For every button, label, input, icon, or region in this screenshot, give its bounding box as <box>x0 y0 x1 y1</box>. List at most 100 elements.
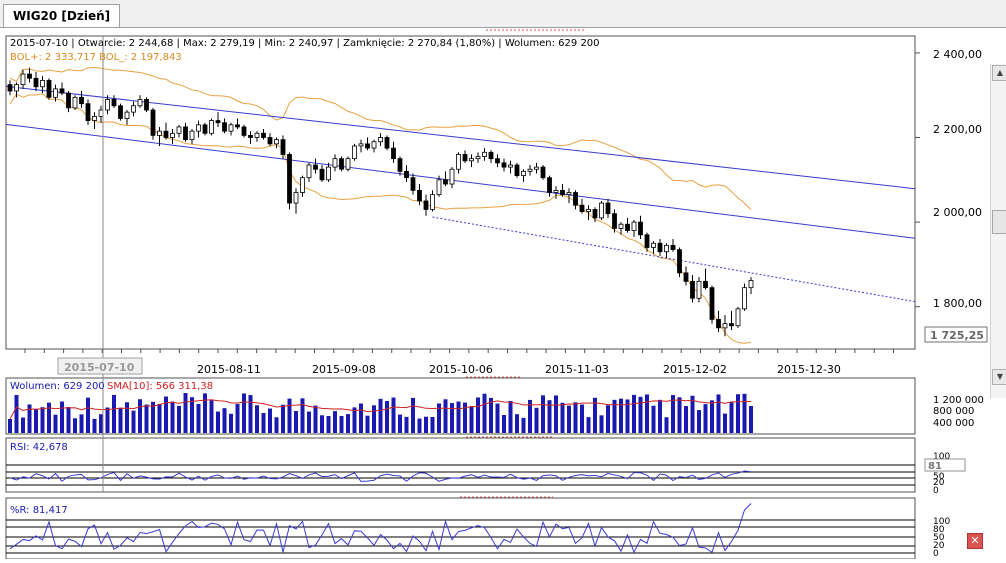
volume-bar <box>664 417 669 433</box>
wr-tick-label: 50 <box>933 533 945 543</box>
volume-bars <box>8 393 753 433</box>
volume-bar <box>92 418 97 433</box>
wr-panel[interactable] <box>5 497 916 560</box>
candle-up <box>352 145 357 160</box>
chevron-up-icon[interactable]: ▲ <box>992 65 1006 81</box>
candle-down <box>625 223 630 231</box>
candle-up <box>371 141 377 149</box>
candle-up <box>358 143 364 147</box>
candle-down <box>79 96 84 105</box>
volume-bar <box>372 405 376 433</box>
candle-down <box>605 202 611 215</box>
volume-bar <box>112 394 116 433</box>
candle-down <box>202 124 208 134</box>
candle-up <box>345 158 351 170</box>
candle-up <box>566 192 572 196</box>
volume-bar <box>632 394 636 433</box>
volume-bar <box>489 397 493 433</box>
volume-bar <box>677 397 682 433</box>
cursor-date-box <box>57 357 143 375</box>
candle-down <box>670 244 676 251</box>
volume-bar <box>313 405 318 433</box>
candle-down <box>488 151 494 160</box>
channel-lower-line <box>5 123 916 239</box>
candle-up <box>293 192 299 204</box>
candle-down <box>215 120 221 124</box>
volume-bar <box>729 402 734 433</box>
volume-bar <box>398 414 402 433</box>
volume-bar <box>437 403 441 433</box>
candle-up <box>196 124 201 132</box>
chevron-down-icon[interactable]: ▼ <box>992 369 1006 385</box>
bollinger-lower <box>9 93 752 344</box>
candle-up <box>631 221 637 231</box>
volume-bar <box>443 399 448 433</box>
candle-down <box>118 105 123 119</box>
candle-up <box>176 126 182 134</box>
candle-down <box>85 103 91 121</box>
candle-up <box>534 166 539 170</box>
candle-down <box>59 88 65 94</box>
rsi-line <box>6 464 915 486</box>
volume-bar <box>697 410 701 433</box>
rsi-tick-label: 50 <box>933 472 945 482</box>
price-panel[interactable] <box>5 35 916 350</box>
tab-wig20[interactable]: WIG20 [Dzień] <box>3 4 121 27</box>
volume-bar <box>554 395 558 433</box>
candle-up <box>599 202 604 219</box>
candle-down <box>404 170 409 179</box>
rsi-current-label: 81 <box>928 461 942 472</box>
volume-bar <box>105 407 110 433</box>
volume-bar <box>242 393 246 433</box>
volume-bar <box>47 402 51 433</box>
candle-down <box>410 177 416 191</box>
rsi-value-box <box>924 458 966 472</box>
volume-bar <box>723 413 727 433</box>
candle-down <box>183 126 188 141</box>
date-tick-label: 2015-11-03 <box>545 363 609 376</box>
price-scrollbar[interactable]: ▲ ▼ <box>990 64 1006 398</box>
volume-bar <box>541 395 545 433</box>
volume-bar <box>586 417 591 433</box>
candle-down <box>560 189 565 196</box>
volume-bar <box>391 397 396 433</box>
rsi-tick-label: 20 <box>933 478 945 488</box>
close-icon[interactable]: ✕ <box>967 533 983 549</box>
volume-bar <box>508 400 513 433</box>
date-tick-label: 2015-12-30 <box>777 363 841 376</box>
candle-up <box>436 179 442 196</box>
ohlc-info: 2015-07-10 | Otwarcie: 2 244,68 | Max: 2… <box>10 38 600 49</box>
volume-sma-line <box>9 399 752 420</box>
volume-bar <box>131 410 136 433</box>
candle-up <box>254 132 260 138</box>
volume-bar <box>417 418 422 433</box>
chart-area[interactable]: 2015-07-10 | Otwarcie: 2 244,68 | Max: 2… <box>0 28 1006 560</box>
candle-up <box>137 99 143 107</box>
candle-up <box>53 88 58 98</box>
rsi-label: RSI: 42,678 <box>10 442 68 453</box>
wr-tick-label: 80 <box>933 525 945 535</box>
wr-tick-label: 0 <box>933 549 939 559</box>
volume-bar <box>40 407 45 433</box>
volume-bar <box>482 393 487 433</box>
candle-up <box>664 244 669 253</box>
candle-up <box>105 99 110 111</box>
volume-bar <box>118 407 123 433</box>
channel-extension-line <box>432 216 916 303</box>
candle-down <box>657 242 663 253</box>
volume-bar <box>144 404 149 433</box>
scrollbar-thumb[interactable] <box>992 210 1006 234</box>
candle-down <box>248 134 253 138</box>
candle-up <box>306 164 312 179</box>
volume-bar <box>638 396 643 433</box>
candle-down <box>423 200 429 210</box>
candle-up <box>508 164 513 168</box>
last-value-label: 1 725,25 <box>930 329 984 342</box>
price-tick-label: 2 000,00 <box>933 206 982 219</box>
rsi-tick-label: 0 <box>933 486 939 496</box>
candle-down <box>690 280 695 299</box>
candle-up <box>157 130 162 136</box>
volume-bar <box>79 414 84 433</box>
candle-up <box>209 120 214 134</box>
candle-up <box>449 168 455 185</box>
